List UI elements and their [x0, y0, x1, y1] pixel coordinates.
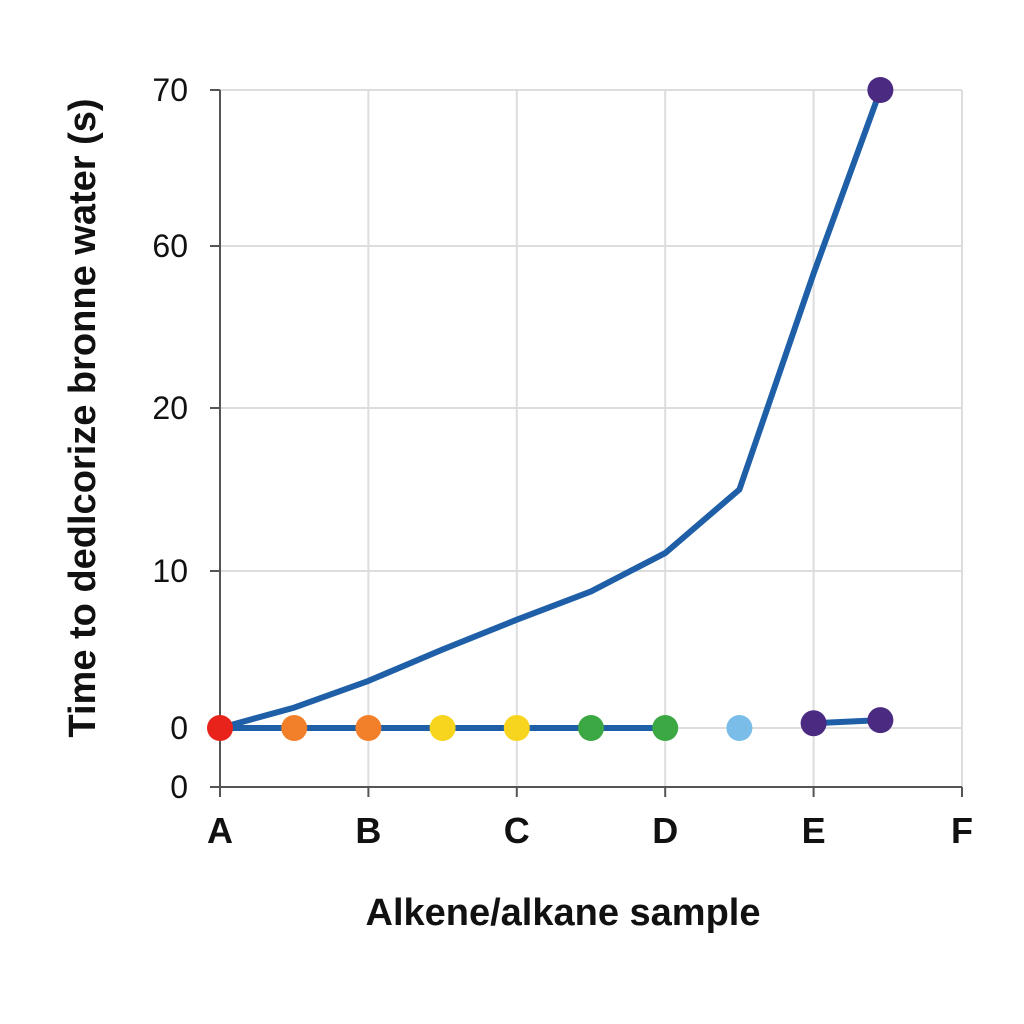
- y-tick-label: 0: [170, 769, 188, 805]
- y-axis-title: Time to dedlcorize bronne water (s): [62, 98, 104, 737]
- y-tick-label: 20: [152, 390, 188, 426]
- data-point: [867, 77, 894, 103]
- data-point: [207, 715, 233, 741]
- x-tick-label: D: [652, 810, 678, 851]
- x-axis-title: Alkene/alkane sample: [366, 892, 761, 934]
- x-tick-label: E: [802, 810, 826, 851]
- y-tick-label: 0: [170, 710, 188, 746]
- series-line: [217, 87, 884, 731]
- y-tick-label: 70: [152, 72, 188, 108]
- x-tick-label: F: [951, 810, 973, 851]
- data-point: [726, 715, 753, 741]
- data-point: [281, 715, 308, 741]
- data-point: [503, 715, 530, 741]
- x-tick-label: A: [207, 810, 233, 851]
- data-point: [800, 710, 827, 737]
- x-tick-label: B: [355, 810, 381, 851]
- y-tick-label: 60: [152, 228, 188, 264]
- data-point: [429, 715, 456, 741]
- x-tick-label: C: [504, 810, 530, 851]
- y-tick-label: 10: [152, 553, 188, 589]
- data-point: [578, 715, 604, 741]
- axes: [210, 89, 963, 797]
- tick-labels: 0 0 10 20 60 70 A B C D E F: [152, 72, 973, 851]
- data-point: [867, 707, 894, 734]
- data-point: [355, 715, 382, 741]
- data-point: [652, 715, 679, 741]
- data-markers: [207, 77, 894, 741]
- grid: [220, 89, 963, 787]
